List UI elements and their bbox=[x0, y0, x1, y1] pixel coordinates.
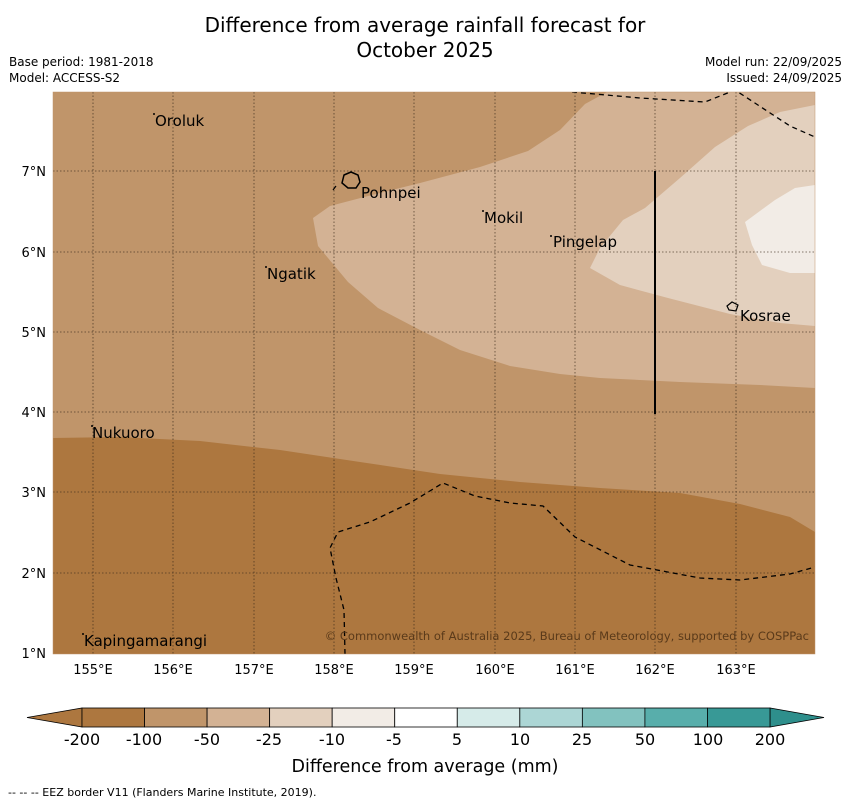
meta-right: Model run: 22/09/2025 Issued: 24/09/2025 bbox=[705, 54, 842, 86]
colorbar-arrow-left bbox=[26, 707, 83, 728]
colorbar-tick: -50 bbox=[194, 730, 220, 749]
lat-tick-2: 2°N bbox=[22, 567, 47, 582]
lon-tick-161: 161°E bbox=[555, 663, 595, 678]
colorbar-tick: -10 bbox=[319, 730, 345, 749]
pohnpei-island bbox=[341, 171, 361, 189]
place-label-nukuoro: Nukuoro bbox=[92, 424, 155, 442]
pohnpei-islet bbox=[332, 185, 337, 191]
anomaly-band-minus25 bbox=[590, 105, 815, 326]
colorbar-segment bbox=[144, 707, 208, 728]
pingelap-atoll bbox=[550, 235, 552, 237]
colorbar-tick: -25 bbox=[256, 730, 282, 749]
kosrae-island bbox=[726, 301, 739, 312]
lon-axis: 155°E 156°E 157°E 158°E 159°E 160°E 161°… bbox=[73, 663, 756, 678]
lon-tick-155: 155°E bbox=[73, 663, 113, 678]
anomaly-band-minus200 bbox=[53, 437, 815, 654]
meta-left: Base period: 1981-2018 Model: ACCESS-S2 bbox=[9, 54, 154, 86]
lon-tick-156: 156°E bbox=[153, 663, 193, 678]
ngatik-atoll bbox=[265, 266, 267, 268]
colorbar-ticks: -200 -100 -50 -25 -10 -5 5 10 25 50 100 … bbox=[64, 730, 785, 749]
place-label-ngatik: Ngatik bbox=[267, 265, 316, 283]
place-label-mokil: Mokil bbox=[484, 209, 523, 227]
lon-tick-160: 160°E bbox=[475, 663, 515, 678]
colorbar-segment bbox=[456, 707, 521, 728]
kapingamarangi-atoll bbox=[82, 633, 84, 635]
colorbar-tick: 50 bbox=[635, 730, 655, 749]
oroluk-atoll bbox=[153, 113, 155, 115]
colorbar-tick: 25 bbox=[572, 730, 592, 749]
colorbar-tick: 5 bbox=[452, 730, 462, 749]
lat-tick-3: 3°N bbox=[22, 486, 47, 501]
place-label-kapingamarangi: Kapingamarangi bbox=[84, 632, 207, 650]
colorbar-arrow-right bbox=[769, 707, 825, 728]
title-line-1: Difference from average rainfall forecas… bbox=[204, 13, 646, 37]
model-text: Model: ACCESS-S2 bbox=[9, 71, 121, 85]
colorbar-label: Difference from average (mm) bbox=[291, 757, 558, 777]
copyright-text: © Commonwealth of Australia 2025, Bureau… bbox=[325, 629, 809, 643]
lon-tick-158: 158°E bbox=[314, 663, 354, 678]
colorbar-tick: 100 bbox=[693, 730, 724, 749]
base-period-text: Base period: 1981-2018 bbox=[9, 55, 154, 69]
colorbar: -200 -100 -50 -25 -10 -5 5 10 25 50 100 … bbox=[26, 707, 825, 777]
map-plot-area: Oroluk Pohnpei Mokil Pingelap Ngatik Kos… bbox=[53, 92, 815, 654]
lon-tick-162: 162°E bbox=[635, 663, 675, 678]
colorbar-tick: -200 bbox=[64, 730, 100, 749]
colorbar-tick: 200 bbox=[755, 730, 786, 749]
colorbar-tick: 10 bbox=[510, 730, 530, 749]
eez-border bbox=[329, 92, 815, 654]
issued-text: Issued: 24/09/2025 bbox=[726, 71, 842, 85]
lat-axis: 7°N 6°N 5°N 4°N 3°N 2°N 1°N bbox=[22, 165, 47, 662]
place-label-pohnpei: Pohnpei bbox=[361, 184, 421, 202]
colorbar-tick: -5 bbox=[386, 730, 402, 749]
lat-tick-7: 7°N bbox=[22, 165, 47, 180]
anomaly-band-minus50 bbox=[313, 92, 815, 388]
model-run-text: Model run: 22/09/2025 bbox=[704, 55, 842, 69]
lat-tick-1: 1°N bbox=[22, 647, 47, 662]
lat-tick-5: 5°N bbox=[22, 326, 47, 341]
colorbar-tick: -100 bbox=[126, 730, 162, 749]
place-label-kosrae: Kosrae bbox=[740, 307, 791, 325]
mokil-atoll bbox=[482, 210, 484, 212]
colorbar-segment bbox=[331, 707, 396, 728]
colorbar-segment bbox=[519, 707, 583, 728]
lon-tick-163: 163°E bbox=[716, 663, 756, 678]
map-frame bbox=[52, 91, 816, 655]
eez-footnote: -- -- -- EEZ border V11 (Flanders Marine… bbox=[8, 786, 317, 799]
colorbar-segment bbox=[394, 707, 458, 728]
colorbar-segment bbox=[81, 707, 145, 728]
colorbar-segment bbox=[644, 707, 708, 728]
map-title: Difference from average rainfall forecas… bbox=[0, 13, 850, 63]
lat-tick-6: 6°N bbox=[22, 246, 47, 261]
colorbar-segment bbox=[581, 707, 646, 728]
colorbar-segment bbox=[269, 707, 333, 728]
place-label-pingelap: Pingelap bbox=[553, 233, 617, 251]
title-line-2: October 2025 bbox=[356, 38, 494, 62]
lat-tick-4: 4°N bbox=[22, 406, 47, 421]
colorbar-segment bbox=[707, 707, 771, 728]
colorbar-segments bbox=[81, 707, 771, 728]
nukuoro-atoll bbox=[91, 425, 93, 427]
lon-tick-159: 159°E bbox=[394, 663, 434, 678]
colorbar-segment bbox=[206, 707, 271, 728]
graticule bbox=[53, 92, 815, 654]
place-label-oroluk: Oroluk bbox=[155, 112, 204, 130]
anomaly-band-minus10 bbox=[745, 185, 815, 273]
lon-tick-157: 157°E bbox=[234, 663, 274, 678]
